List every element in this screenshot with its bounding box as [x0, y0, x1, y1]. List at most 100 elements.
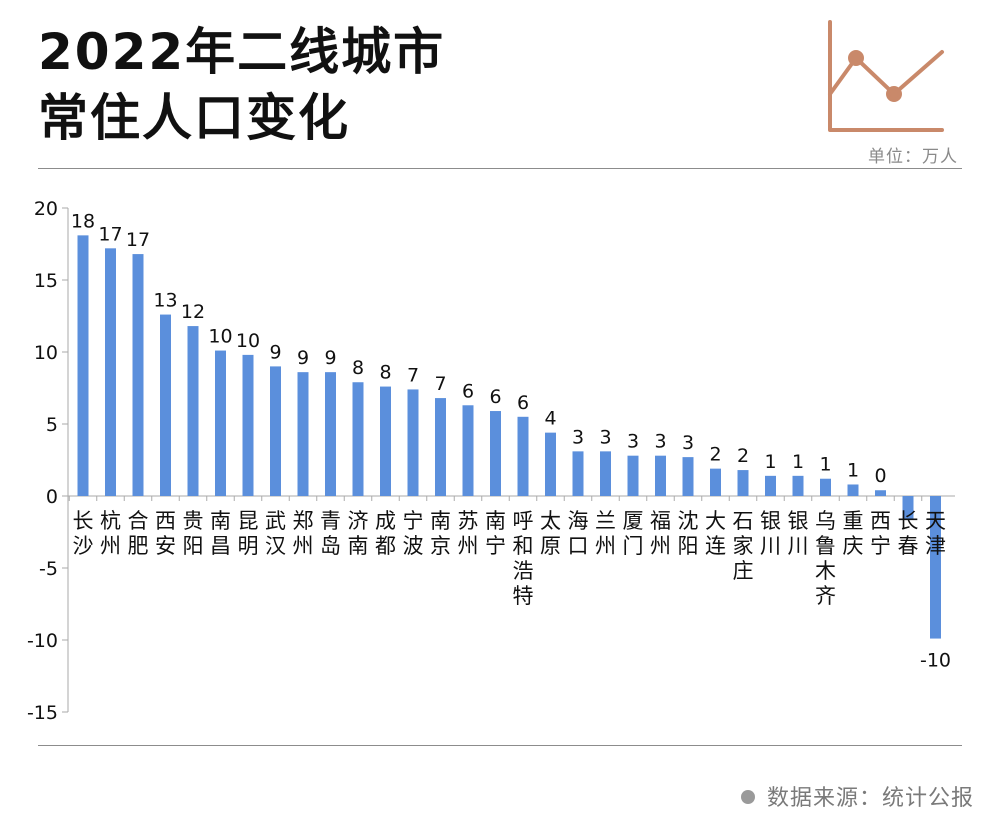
data-label: 8	[379, 362, 391, 384]
bar	[132, 254, 144, 496]
data-label: 8	[352, 357, 364, 379]
logo-point	[886, 86, 902, 102]
category-label: 福州	[650, 509, 671, 558]
data-label: 10	[208, 326, 232, 348]
bar	[792, 475, 804, 496]
bar	[462, 405, 474, 496]
category-label: 重庆	[843, 509, 864, 558]
bar	[270, 366, 281, 496]
category-label: 贵阳	[183, 509, 204, 558]
chart-title-line2: 常住人口变化	[38, 89, 350, 147]
data-label: 18	[71, 210, 95, 232]
data-label: 3	[627, 431, 639, 453]
category-label: 天津	[925, 509, 946, 558]
data-label: 9	[297, 347, 309, 369]
logo-axes	[828, 20, 944, 132]
category-label: 太原	[540, 509, 561, 558]
bar	[297, 372, 309, 496]
data-label: 12	[181, 301, 205, 323]
data-label: 13	[153, 290, 177, 312]
bar	[737, 470, 749, 496]
category-label: 昆明	[238, 509, 259, 558]
source-note: 数据来源：统计公报	[740, 780, 974, 812]
data-label: 17	[126, 229, 150, 251]
category-label: 南宁	[485, 509, 506, 558]
category-label: 长沙	[73, 509, 94, 558]
bar	[160, 314, 171, 496]
bar	[627, 455, 639, 496]
bar	[765, 475, 776, 496]
bar	[875, 490, 886, 496]
data-label: 1	[792, 451, 804, 473]
category-label: 大连	[705, 509, 726, 558]
y-tick-label: -10	[27, 630, 58, 652]
data-label: 1	[819, 454, 831, 476]
category-label: 合肥	[128, 509, 149, 558]
category-label: 西宁	[870, 509, 891, 558]
bullet-icon	[740, 790, 755, 804]
bottom-divider	[38, 745, 962, 746]
bar	[407, 389, 419, 496]
category-label: 苏州	[458, 509, 479, 558]
data-label: 7	[407, 364, 419, 386]
y-tick-label: -5	[39, 558, 58, 580]
bar	[77, 235, 89, 497]
bar	[435, 398, 446, 496]
source-text: 数据来源：统计公报	[766, 786, 974, 811]
bar	[187, 326, 199, 496]
chart-title-line1: 2022年二线城市	[38, 23, 446, 81]
category-label: 兰州	[595, 509, 616, 558]
top-divider	[38, 168, 962, 169]
bar	[545, 432, 556, 496]
data-label: 17	[98, 223, 122, 245]
category-label: 宁波	[403, 509, 424, 558]
category-label: 南昌	[210, 509, 231, 558]
y-tick-label: -15	[27, 702, 58, 724]
y-tick-label: 0	[46, 486, 58, 508]
bar	[847, 484, 859, 496]
data-label: 2	[737, 445, 749, 467]
category-label: 呼和浩特	[513, 509, 534, 608]
bar	[352, 382, 364, 496]
bar	[517, 416, 529, 496]
y-tick-label: 10	[34, 342, 58, 364]
data-label: 1	[847, 459, 859, 481]
bar-chart: 20151050-5-10-1518长沙17杭州17合肥13西安12贵阳10南昌…	[27, 198, 955, 724]
line-chart-logo-icon	[828, 20, 944, 132]
category-label: 银川	[760, 509, 781, 558]
data-label: 9	[269, 341, 281, 363]
category-label: 青岛	[320, 509, 341, 558]
data-label: 9	[324, 347, 336, 369]
category-label: 银川	[788, 509, 809, 558]
bar	[682, 457, 694, 496]
bar	[600, 451, 611, 496]
category-label: 沈阳	[678, 509, 699, 558]
category-label: 乌鲁木齐	[815, 509, 836, 608]
bar	[710, 468, 721, 496]
logo-point	[848, 50, 864, 66]
category-label: 武汉	[265, 509, 286, 558]
category-label: 石家庄	[733, 509, 754, 583]
data-label: 6	[517, 392, 529, 414]
category-label: 郑州	[293, 509, 314, 558]
data-label: -10	[920, 650, 951, 672]
data-label: 3	[599, 426, 611, 448]
bar	[380, 386, 391, 496]
data-label: 3	[654, 431, 666, 453]
bar	[325, 372, 336, 496]
logo-line	[828, 50, 944, 96]
bar	[105, 248, 116, 496]
category-label: 长春	[898, 509, 919, 558]
data-label: 4	[544, 408, 556, 430]
category-label: 海口	[568, 509, 589, 558]
bar	[490, 411, 501, 496]
data-label: 6	[489, 386, 501, 408]
data-label: 0	[874, 465, 886, 487]
data-label: 3	[682, 432, 694, 454]
category-label: 济南	[348, 509, 369, 558]
bar	[655, 455, 666, 496]
data-label: 3	[572, 426, 584, 448]
category-label: 南京	[430, 509, 451, 558]
data-label: 2	[709, 444, 721, 466]
category-label: 西安	[155, 509, 176, 558]
